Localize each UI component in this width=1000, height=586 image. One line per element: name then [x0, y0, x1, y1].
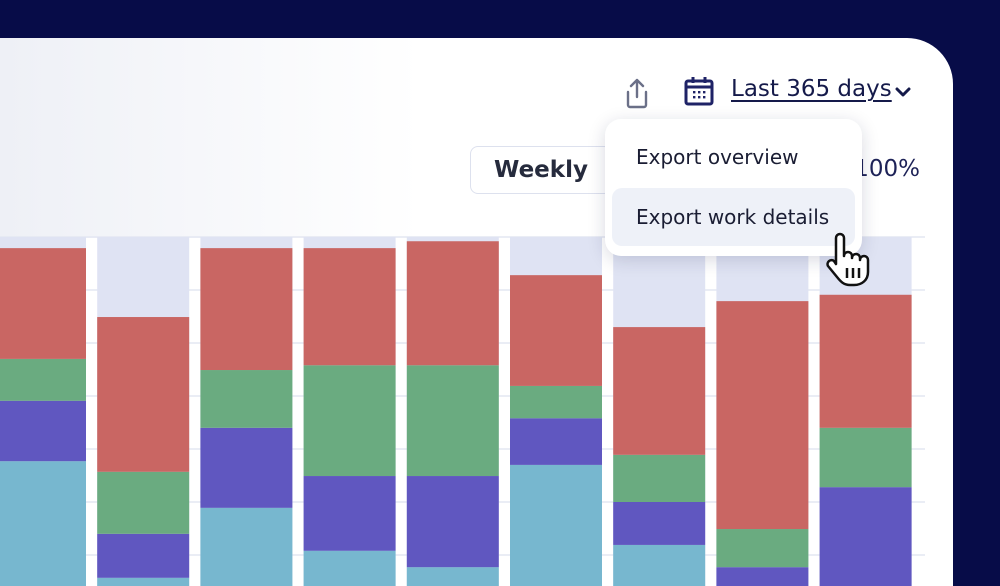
weekly-toggle-button[interactable]: Weekly: [470, 146, 612, 194]
bar-segment-green[interactable]: [200, 370, 293, 428]
bar-segment-red[interactable]: [819, 294, 912, 428]
bar-segment-red[interactable]: [0, 248, 86, 359]
bar-segment-red[interactable]: [406, 241, 499, 366]
bar-segment-purple[interactable]: [819, 487, 912, 586]
bar-segment-purple[interactable]: [406, 476, 499, 568]
bar-segment-green[interactable]: [0, 358, 86, 401]
bar-segment-cyan[interactable]: [303, 550, 396, 586]
bar-segment-purple[interactable]: [613, 502, 706, 545]
bar-segment-red[interactable]: [510, 275, 602, 386]
bar-segment-green[interactable]: [819, 427, 912, 488]
menu-item-export-overview[interactable]: Export overview: [636, 145, 799, 169]
bar-segment-cyan[interactable]: [406, 567, 499, 586]
bar-segment-green[interactable]: [97, 471, 190, 534]
bar-segment-red[interactable]: [716, 301, 809, 530]
bar-segment-red[interactable]: [613, 327, 706, 455]
export-menu: Export overview Export work details: [605, 119, 862, 256]
bar-segment-green[interactable]: [303, 365, 396, 477]
date-range-dropdown[interactable]: Last 365 days: [731, 76, 892, 102]
bar-segment-red[interactable]: [97, 317, 190, 472]
bar-segment-green[interactable]: [613, 454, 706, 502]
bar-segment-cyan[interactable]: [613, 544, 706, 586]
share-export-icon[interactable]: [622, 76, 652, 110]
bar-segment-purple[interactable]: [0, 400, 86, 462]
bar-segment-red[interactable]: [303, 248, 396, 366]
bar-segment-purple[interactable]: [716, 567, 809, 586]
bar-segment-purple[interactable]: [200, 427, 293, 508]
stacked-bar-chart: [0, 236, 925, 586]
bar-segment-cyan[interactable]: [510, 464, 602, 586]
menu-item-export-work-details[interactable]: Export work details: [612, 188, 855, 246]
bar-segment-cyan[interactable]: [0, 461, 86, 586]
hand-pointer-cursor-icon: [826, 232, 870, 287]
bar-segment-green[interactable]: [716, 529, 809, 568]
bar-segment-green[interactable]: [510, 385, 602, 419]
bar-segment-purple[interactable]: [303, 476, 396, 551]
bar-segment-purple[interactable]: [510, 418, 602, 465]
bar-segment-cyan[interactable]: [200, 507, 293, 586]
bar-segment-green[interactable]: [406, 365, 499, 477]
bar-segment-purple[interactable]: [97, 533, 190, 578]
chevron-down-icon[interactable]: [895, 86, 911, 98]
calendar-icon[interactable]: [684, 76, 714, 106]
bar-segment-cyan[interactable]: [97, 577, 190, 586]
card-fade: [0, 38, 420, 238]
bar-segment-red[interactable]: [200, 248, 293, 371]
